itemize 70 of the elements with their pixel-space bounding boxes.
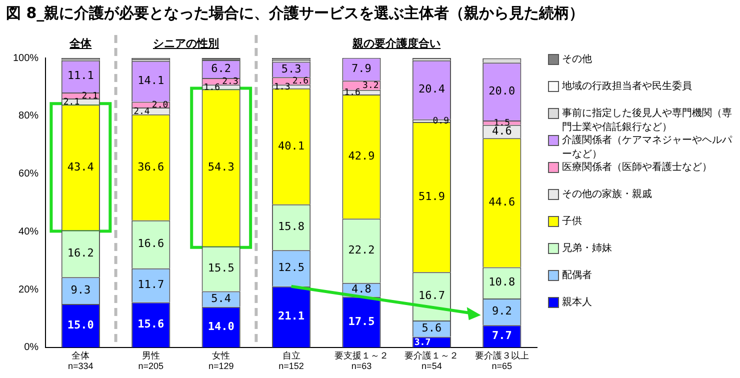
chart-title: 図 8_親に介護が必要となった場合に、介護サービスを選ぶ主体者（親から見た続柄） [6, 4, 584, 23]
data-label: 22.2 [348, 244, 375, 257]
x-tick-label: 自立 n=152 [278, 350, 304, 372]
data-label: 40.1 [278, 139, 305, 152]
data-label: 6.2 [211, 62, 232, 75]
text: 全体 [70, 36, 92, 51]
y-tick-label: 0% [24, 342, 39, 354]
data-label: 36.6 [138, 160, 164, 174]
data-label: 54.3 [208, 160, 234, 174]
y-tick-label: 40% [18, 226, 39, 238]
data-label: 15.8 [278, 220, 305, 234]
data-label: 16.7 [418, 289, 445, 302]
text: シニアの性別 [152, 36, 219, 51]
data-label: 5.6 [422, 321, 442, 334]
legend-label: 配偶者 [562, 268, 592, 282]
data-label: 20.0 [488, 84, 516, 98]
x-tick-label: 要介護３以上 n=65 [474, 350, 529, 372]
y-tick-label: 80% [18, 110, 39, 122]
data-label: 14.1 [138, 74, 164, 88]
data-label: 4.8 [352, 282, 372, 296]
x-tick-label: 要介護１～２ n=54 [404, 350, 459, 372]
data-label: 9.2 [492, 304, 512, 318]
data-label: 10.8 [488, 276, 516, 289]
x-tick-label: 要支援１～２ n=63 [334, 350, 388, 372]
data-label: 15.5 [208, 262, 234, 275]
legend-label: 医療関係者（医師や看護士など） [562, 160, 712, 174]
data-label: 0.9 [432, 116, 449, 126]
data-label: 44.6 [488, 196, 516, 209]
data-label: 2.1 [63, 97, 80, 108]
data-label: 5.3 [281, 62, 302, 76]
legend-label: その他の家族・親戚 [562, 188, 652, 201]
data-label: 12.5 [278, 261, 305, 274]
data-label: 21.1 [278, 310, 305, 323]
data-label: 2.0 [152, 100, 168, 110]
data-label: 2.3 [222, 77, 238, 88]
data-label: 5.4 [211, 292, 232, 305]
data-label: 11.7 [138, 278, 164, 292]
data-label: 16.2 [67, 246, 94, 260]
data-label: 17.5 [348, 314, 375, 328]
data-label: 11.1 [67, 69, 94, 82]
y-tick-label: 100% [13, 52, 39, 64]
legend-label: 親本人 [562, 296, 592, 309]
y-tick-label: 60% [18, 168, 39, 180]
legend-label: その他 [562, 53, 592, 66]
data-label: 9.3 [70, 283, 91, 296]
data-label: 20.4 [418, 82, 446, 96]
data-label: 3.7 [414, 338, 431, 348]
data-label: 43.4 [67, 160, 94, 174]
data-label: 15.0 [67, 318, 94, 332]
legend-label: 兄弟・姉妹 [562, 242, 612, 255]
data-label: 7.9 [352, 62, 372, 75]
y-tick-label: 20% [18, 284, 39, 296]
legend-label: 子供 [562, 215, 582, 228]
legend-label: 地域の行政担当者や民生委員 [562, 80, 692, 93]
x-tick-label: 男性 n=205 [138, 350, 164, 372]
data-label: 42.9 [348, 149, 375, 162]
x-tick-label: 全体 n=334 [68, 350, 94, 372]
data-label: 15.6 [138, 318, 164, 331]
data-label: 7.7 [492, 329, 512, 342]
data-label: 2.1 [82, 91, 98, 102]
data-label: 2.4 [134, 106, 150, 117]
data-label: 2.6 [292, 76, 309, 87]
data-label: 3.2 [362, 81, 379, 92]
legend-label: 介護関係者（ケアマネジャーやヘルパーなど） [562, 134, 734, 161]
data-label: 14.0 [208, 320, 234, 333]
x-tick-label: 女性 n=129 [208, 350, 234, 372]
data-label: 16.6 [138, 237, 164, 250]
text: 親の要介護度合い [352, 36, 441, 51]
data-label: 51.9 [418, 190, 445, 203]
legend-label: 事前に指定した後見人や専門機関（専門士業や信託銀行など） [562, 106, 733, 134]
